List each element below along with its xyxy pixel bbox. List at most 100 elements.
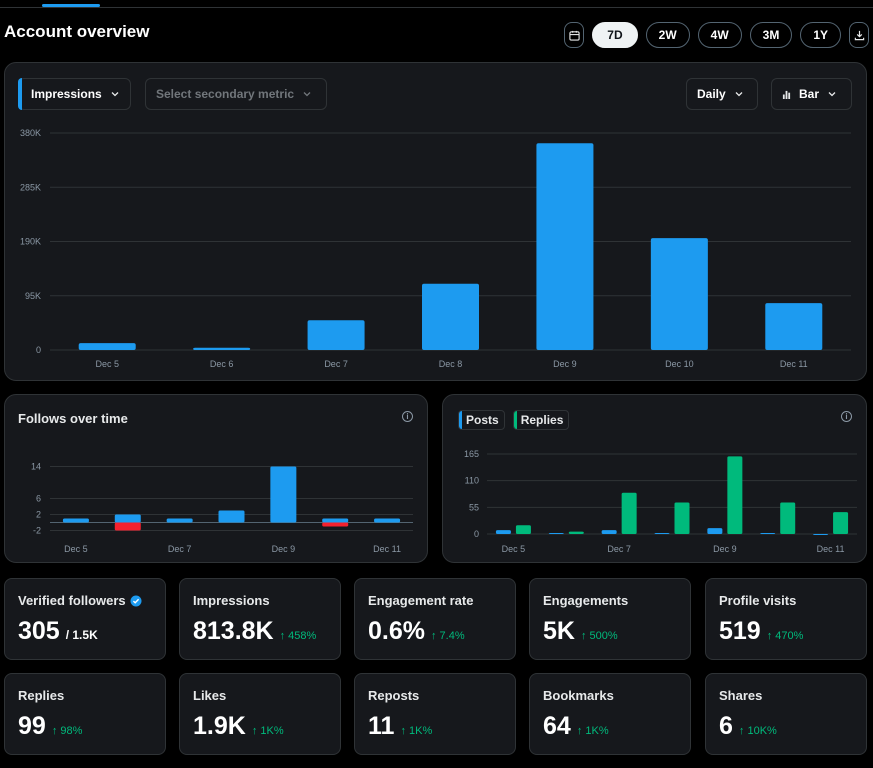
top-tab-divider bbox=[0, 4, 873, 8]
x-tick-label: Dec 9 bbox=[553, 359, 577, 369]
x-tick-label: Dec 6 bbox=[210, 359, 234, 369]
chart-style-dropdown[interactable]: Bar bbox=[771, 78, 852, 110]
metric-card-shares[interactable]: Shares 6 ↑ 10K% bbox=[705, 673, 867, 755]
follows-bar bbox=[270, 466, 297, 523]
range-4w-button[interactable]: 4W bbox=[697, 22, 742, 48]
metric-card-reposts[interactable]: Reposts 11 ↑ 1K% bbox=[354, 673, 516, 755]
posts-swatch bbox=[459, 411, 462, 429]
page-title: Account overview bbox=[4, 22, 150, 41]
calendar-button[interactable] bbox=[564, 22, 585, 48]
range-selector: 7D 2W 4W 3M 1Y bbox=[564, 22, 869, 48]
metric-card-engagements[interactable]: Engagements 5K ↑ 500% bbox=[529, 578, 691, 660]
verified-badge-icon bbox=[130, 595, 142, 606]
metric-card-bookmarks[interactable]: Bookmarks 64 ↑ 1K% bbox=[529, 673, 691, 755]
x-tick-label: Dec 8 bbox=[439, 359, 463, 369]
impressions-bar-chart: 0 95K 190K 285K 380K Dec 5 Dec 6 Dec 7 Dec 8 Dec … bbox=[20, 128, 851, 369]
metric-card-likes[interactable]: Likes 1.9K ↑ 1K% bbox=[179, 673, 341, 755]
y-tick-label: 380K bbox=[20, 128, 41, 138]
primary-metric-label: Impressions bbox=[31, 87, 102, 101]
posts-bar bbox=[813, 534, 829, 535]
metric-change: ↑ 1K% bbox=[576, 725, 609, 737]
follows-bar bbox=[166, 518, 193, 523]
metric-label: Engagement rate bbox=[368, 593, 474, 608]
metric-value: 1.9K bbox=[193, 712, 246, 740]
posts-bar bbox=[495, 530, 511, 534]
impressions-bar bbox=[536, 143, 594, 350]
follows-bar-chart: -2 2 6 14 Dec 5 Dec 7 Dec 9 Dec 11 bbox=[31, 462, 413, 554]
y-tick-label: 6 bbox=[36, 494, 41, 504]
metric-card-engagement-rate[interactable]: Engagement rate 0.6% ↑ 7.4% bbox=[354, 578, 516, 660]
impressions-bar bbox=[765, 303, 823, 350]
impressions-chart-panel: Impressions Select secondary metric Dail… bbox=[4, 62, 867, 381]
metric-label: Engagements bbox=[543, 593, 629, 608]
metric-value: 6 bbox=[719, 712, 733, 740]
range-1y-button[interactable]: 1Y bbox=[800, 22, 841, 48]
metric-change: ↑ 1K% bbox=[251, 725, 284, 737]
metric-card-verified-followers[interactable]: Verified followers 305 / 1.5K bbox=[4, 578, 166, 660]
posts-bar bbox=[654, 533, 670, 535]
metric-value: 519 bbox=[719, 617, 761, 645]
metric-value: 64 bbox=[543, 712, 571, 740]
follows-bar bbox=[322, 518, 349, 523]
metric-change: ↑ 98% bbox=[51, 725, 83, 737]
range-3m-button[interactable]: 3M bbox=[749, 22, 793, 48]
metric-label: Verified followers bbox=[18, 593, 126, 608]
primary-metric-dropdown[interactable]: Impressions bbox=[18, 78, 131, 110]
primary-metric-accent bbox=[18, 78, 22, 110]
secondary-metric-placeholder: Select secondary metric bbox=[156, 87, 295, 101]
metric-card-profile-visits[interactable]: Profile visits 519 ↑ 470% bbox=[705, 578, 867, 660]
y-tick-label: 0 bbox=[36, 345, 41, 355]
y-tick-label: 110 bbox=[465, 476, 479, 486]
granularity-dropdown[interactable]: Daily bbox=[686, 78, 758, 110]
metric-value: 813.8K bbox=[193, 617, 274, 645]
metric-change: ↑ 7.4% bbox=[430, 630, 465, 642]
y-tick-label: 14 bbox=[31, 462, 41, 472]
unfollows-bar bbox=[322, 522, 349, 527]
metric-label: Replies bbox=[18, 688, 65, 703]
posts-replies-legend: Posts Replies bbox=[458, 410, 570, 430]
metric-subvalue: / 1.5K bbox=[65, 628, 98, 642]
chevron-down-icon bbox=[111, 92, 119, 97]
x-tick-label: Dec 9 bbox=[713, 544, 737, 554]
metric-label: Shares bbox=[719, 688, 763, 703]
replies-swatch bbox=[513, 411, 517, 429]
follows-bar bbox=[62, 518, 89, 523]
metric-card-impressions[interactable]: Impressions 813.8K ↑ 458% bbox=[179, 578, 341, 660]
range-7d-button[interactable]: 7D bbox=[592, 22, 638, 48]
info-icon[interactable]: i bbox=[402, 411, 413, 422]
range-2w-button[interactable]: 2W bbox=[645, 22, 690, 48]
download-icon bbox=[854, 30, 864, 40]
metric-card-replies[interactable]: Replies 99 ↑ 98% bbox=[4, 673, 166, 755]
replies-bar bbox=[568, 531, 584, 534]
bar-chart-icon bbox=[782, 90, 791, 99]
replies-bar bbox=[833, 512, 849, 534]
y-tick-label: 285K bbox=[20, 182, 41, 192]
follows-chart-panel: Follows over time i -2 2 6 14 Dec 5 Dec 7 Dec … bbox=[4, 394, 428, 563]
metric-change: ↑ 10K% bbox=[738, 725, 777, 737]
follows-bar bbox=[218, 510, 245, 523]
metric-label: Bookmarks bbox=[543, 688, 614, 703]
metric-value: 5K bbox=[543, 617, 575, 645]
x-tick-label: Dec 7 bbox=[324, 359, 348, 369]
x-tick-label: Dec 11 bbox=[780, 359, 808, 369]
secondary-metric-dropdown[interactable]: Select secondary metric bbox=[145, 78, 327, 110]
chart-style-label: Bar bbox=[799, 87, 820, 101]
download-button[interactable] bbox=[849, 22, 869, 48]
legend-replies-label: Replies bbox=[520, 413, 564, 427]
x-tick-label: Dec 11 bbox=[817, 544, 845, 554]
impressions-bar bbox=[78, 343, 136, 350]
y-tick-label: 0 bbox=[474, 529, 479, 539]
metric-label: Likes bbox=[193, 688, 227, 703]
legend-replies[interactable]: Replies bbox=[512, 410, 570, 430]
legend-posts-label: Posts bbox=[466, 413, 499, 427]
metric-label: Profile visits bbox=[719, 593, 797, 608]
metric-change: ↑ 470% bbox=[766, 630, 804, 642]
metric-change: ↑ 500% bbox=[580, 630, 618, 642]
posts-bar bbox=[707, 528, 723, 534]
info-icon[interactable]: i bbox=[841, 411, 852, 422]
metric-label: Impressions bbox=[193, 593, 270, 608]
y-tick-label: 165 bbox=[464, 449, 479, 459]
follows-bar bbox=[114, 514, 141, 523]
legend-posts[interactable]: Posts bbox=[458, 410, 505, 430]
impressions-bar bbox=[422, 283, 479, 350]
